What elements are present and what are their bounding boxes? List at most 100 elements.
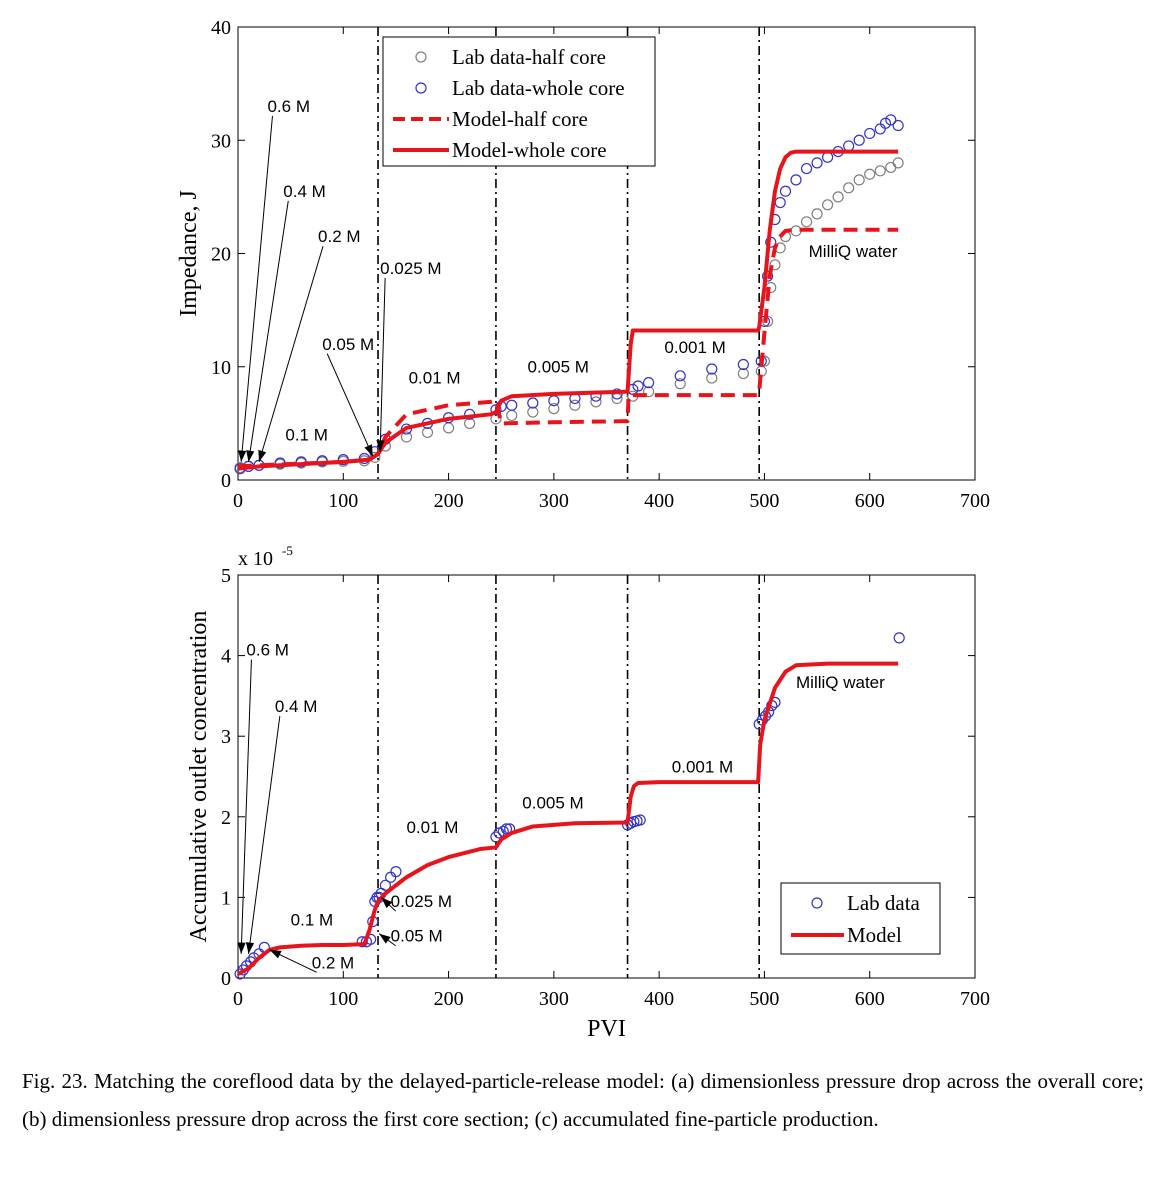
data-point (527, 397, 539, 409)
annotation-arrowhead (269, 949, 282, 959)
x-tick-label: 200 (434, 988, 464, 1010)
x-tick-label: 400 (644, 988, 674, 1010)
data-point (843, 140, 855, 152)
x-tick-label: 300 (539, 988, 569, 1010)
data-point (874, 123, 886, 135)
x-tick-label: 0 (233, 988, 243, 1010)
legend-label: Model-half core (452, 107, 588, 131)
annotation-arrowhead (246, 450, 255, 462)
data-point (674, 378, 686, 390)
data-point (885, 161, 897, 174)
x-tick-label: 600 (855, 988, 885, 1010)
data-point (674, 370, 686, 382)
y-tick-label: 3 (221, 726, 231, 748)
legend-marker (415, 51, 427, 63)
x-axis-label: PVI (587, 1016, 626, 1042)
annotation-label: 0.1 M (291, 911, 334, 930)
annotation-label: 0.6 M (267, 97, 310, 116)
data-point (821, 151, 834, 163)
annotation-arrow-line (248, 200, 289, 462)
y-tick-label: 30 (211, 130, 231, 152)
figure: 0 100 200 300 400 500 600 700010203040Impedance… (176, 17, 990, 1042)
annotation-arrowhead (238, 450, 247, 462)
annotation-label: MilliQ water (796, 673, 885, 692)
x-tick-label: 100 (328, 490, 358, 512)
data-point (643, 377, 655, 389)
x-tick-label: 600 (855, 490, 885, 512)
y-tick-label: 20 (211, 244, 231, 266)
legend-label: Model (847, 923, 902, 947)
data-point (385, 871, 397, 883)
x-tick-label: 700 (960, 490, 990, 512)
annotation-arrow-line (258, 246, 324, 463)
data-point (758, 355, 771, 367)
annotation-label: 0.2 M (312, 953, 355, 972)
data-point (800, 216, 813, 228)
data-point (400, 431, 413, 443)
axes-box (237, 574, 976, 979)
annotation-label: 0.2 M (318, 227, 361, 246)
y-tick-label: 5 (221, 565, 231, 587)
annotation-arrow-line (240, 659, 252, 954)
annotation-label: 0.05 M (391, 927, 443, 946)
annotation-arrowhead (381, 897, 393, 909)
legend-label: Lab data-whole core (452, 76, 625, 100)
annotation-label: 0.01 M (409, 369, 461, 388)
annotation-arrow-line (248, 715, 281, 954)
y-axis-label: Impedance, J (176, 190, 202, 317)
data-point (737, 367, 749, 380)
legend-box (382, 36, 656, 167)
data-point (853, 174, 865, 186)
annotation-arrowhead (364, 444, 373, 457)
annotation-arrow-line (240, 115, 273, 462)
y-tick-label: 0 (221, 968, 231, 990)
y-axis-label: Accumulative outlet concentration (186, 611, 212, 943)
y-tick-label: 10 (211, 357, 231, 379)
y-tick-label: 2 (221, 807, 231, 829)
annotation-label: MilliQ water (809, 242, 898, 261)
x-tick-label: 400 (644, 490, 674, 512)
data-point (779, 185, 792, 197)
annotation-arrow-line (379, 277, 386, 452)
data-point (864, 168, 876, 180)
y-tick-label: 0 (221, 470, 231, 492)
x-tick-label: 700 (960, 988, 990, 1010)
y-multiplier: x 10 (238, 548, 273, 570)
data-point (892, 157, 904, 169)
data-point (506, 399, 518, 411)
data-point (790, 225, 802, 237)
annotation-label: 0.005 M (522, 794, 583, 813)
data-point (527, 406, 539, 418)
legend-box (780, 882, 941, 955)
data-point (390, 866, 402, 878)
annotation-label: 0.001 M (672, 757, 733, 776)
data-point (706, 363, 718, 375)
data-point (892, 119, 904, 132)
data-point (811, 208, 823, 220)
annotation-label: 0.025 M (380, 259, 441, 278)
y-multiplier-exponent: -5 (282, 543, 293, 558)
data-point (737, 358, 749, 371)
model-line (237, 149, 899, 471)
annotation-arrowhead (376, 440, 385, 452)
annotation-label: 0.001 M (664, 338, 725, 357)
data-point (821, 199, 834, 211)
data-point (632, 380, 644, 392)
legend-label: Model-whole core (452, 138, 607, 162)
x-tick-label: 500 (749, 988, 779, 1010)
annotation-label: 0.05 M (322, 335, 374, 354)
data-point (893, 632, 905, 644)
legend-label: Lab data-half core (452, 45, 606, 69)
data-point (590, 396, 602, 408)
annotation-label: 0.01 M (406, 818, 458, 837)
annotation-label: 0.1 M (285, 425, 328, 444)
data-point (442, 422, 455, 434)
annotation-label: 0.4 M (275, 697, 318, 716)
data-point (864, 127, 876, 140)
annotation-arrowhead (237, 942, 246, 954)
annotation-label: 0.4 M (283, 182, 326, 201)
data-point (548, 403, 560, 415)
data-point (885, 114, 897, 126)
data-point (706, 372, 718, 384)
legend-marker (415, 82, 427, 94)
